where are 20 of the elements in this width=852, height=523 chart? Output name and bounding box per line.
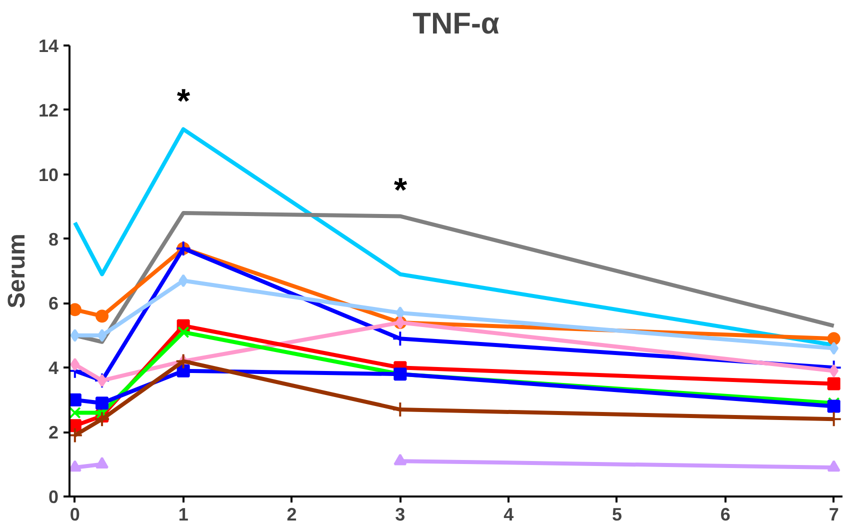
y-tick-label: 0: [48, 487, 59, 507]
y-tick-label: 10: [38, 164, 59, 185]
y-tick-label: 8: [48, 229, 59, 250]
y-tick-label: 14: [38, 36, 59, 56]
y-tick-label: 12: [38, 100, 59, 120]
x-tick-label: 2: [286, 504, 297, 523]
x-tick-label: 1: [178, 504, 188, 523]
annotation: *: [394, 172, 408, 210]
y-tick-label: 4: [48, 358, 59, 378]
y-tick-label: 2: [48, 422, 59, 443]
chart-title: TNF-α: [412, 8, 500, 40]
x-tick-label: 6: [720, 504, 730, 523]
x-tick-label: 4: [504, 504, 514, 523]
x-tick-label: 0: [70, 504, 80, 523]
x-tick-label: 3: [395, 504, 406, 523]
y-tick-label: 6: [48, 294, 59, 314]
annotation: *: [176, 82, 191, 120]
x-tick-label: 5: [612, 504, 622, 523]
x-tick-label: 7: [828, 504, 839, 523]
y-axis-title: Serum: [3, 234, 30, 308]
